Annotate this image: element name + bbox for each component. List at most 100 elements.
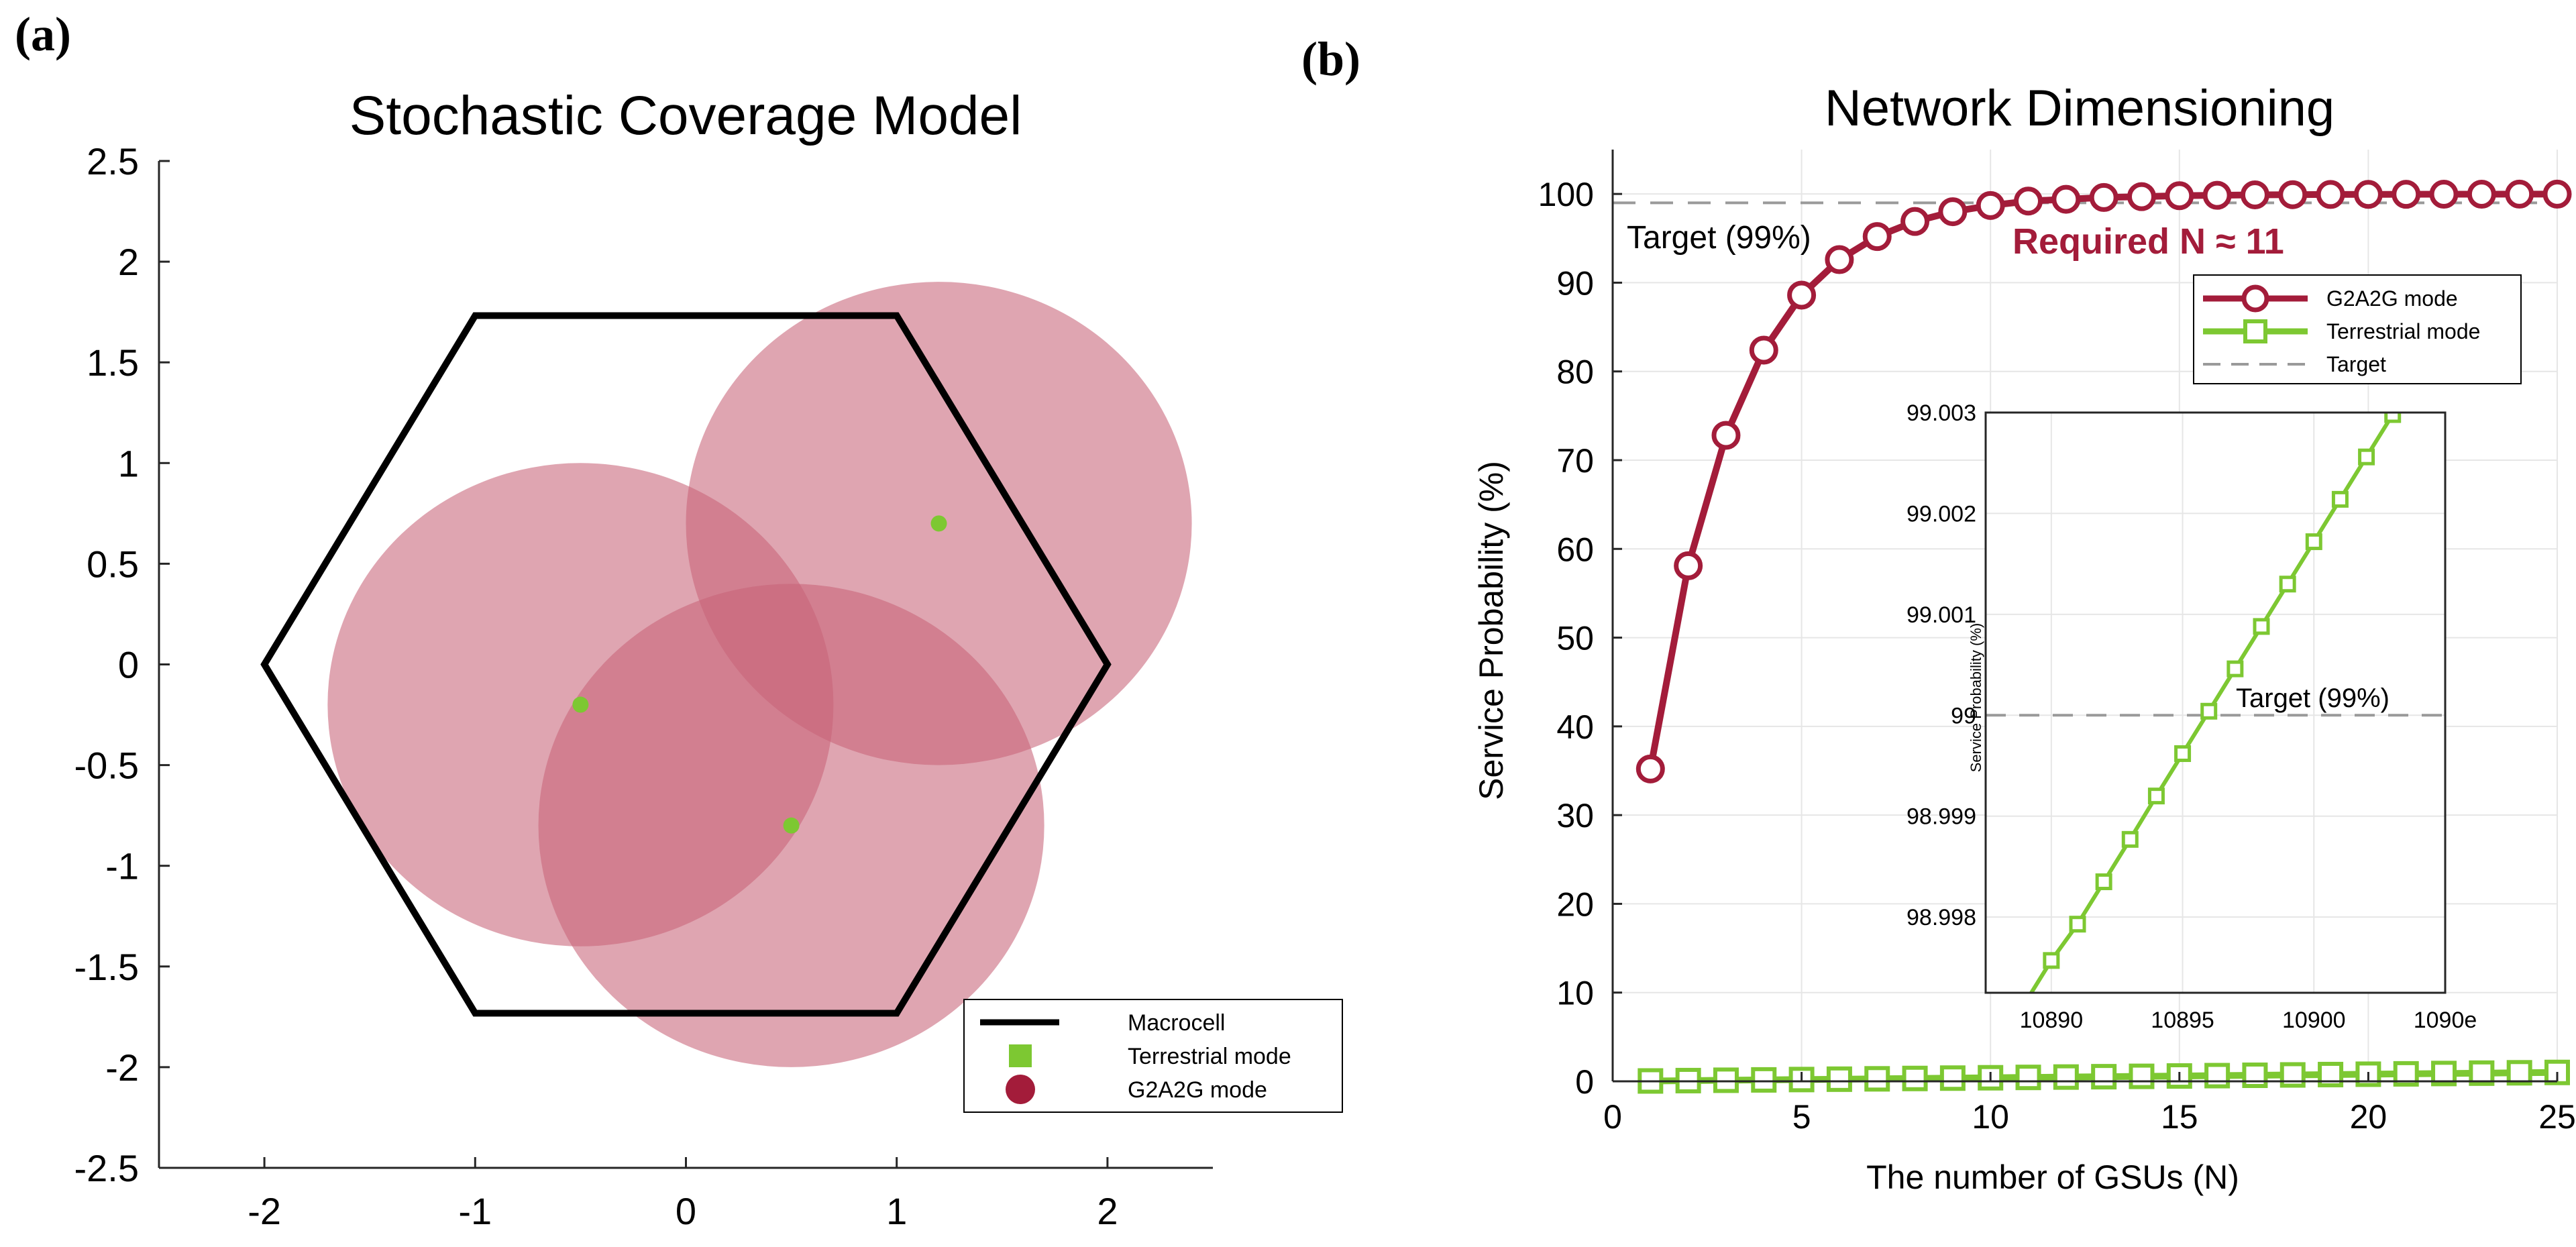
x-tick-label: 25 [2538, 1098, 2576, 1136]
y-tick-label: 50 [1556, 620, 1594, 657]
terrestrial-point [1826, 1066, 1852, 1092]
y-tick-label: -1 [105, 845, 139, 887]
terrestrial-point [2279, 1062, 2306, 1088]
g2a2g-point [1749, 335, 1778, 365]
panel-b-label: (b) [1301, 32, 1360, 86]
y-tick-label: 90 [1556, 264, 1594, 302]
y-tick-label: -1.5 [74, 946, 140, 988]
inset-point [2253, 618, 2270, 635]
terrestrial-point [572, 696, 589, 713]
legend-label: G2A2G mode [2326, 286, 2458, 311]
terrestrial-point [2053, 1064, 2079, 1090]
g2a2g-point [1900, 207, 1930, 236]
inset-point [2043, 952, 2060, 969]
inset-y-tick-label: 99.003 [1907, 400, 1976, 426]
y-tick-label: 2.5 [87, 140, 139, 182]
inset-x-tick-label: 10900 [2282, 1008, 2346, 1033]
y-tick-label: 0.5 [87, 543, 139, 585]
y-tick-label: 60 [1556, 531, 1594, 568]
chart-a-title: Stochastic Coverage Model [350, 85, 1022, 146]
inset-ylabel: Service Probability (%) [1968, 623, 1984, 773]
inset-x-tick-label: 1090е [2414, 1008, 2477, 1033]
x-tick-label: 15 [2161, 1098, 2198, 1136]
g2a2g-point [2316, 180, 2345, 209]
y-tick-label: -0.5 [74, 745, 140, 787]
target-label: Target (99%) [1627, 220, 1811, 256]
inset-y-tick-label: 99 [1951, 703, 1976, 728]
g2a2g-point [1635, 754, 1665, 783]
chart-b-series [1635, 179, 2572, 1094]
inset-point [2358, 448, 2375, 466]
inset-y-tick-label: 99.002 [1907, 501, 1976, 527]
terrestrial-point [1864, 1066, 1890, 1092]
g2a2g-point [1711, 421, 1741, 450]
g2a2g-point [2542, 179, 2572, 209]
inset-point [2226, 660, 2244, 677]
g2a2g-point [2392, 180, 2421, 209]
inset-point [2200, 702, 2218, 720]
inset-point [2095, 873, 2112, 891]
terrestrial-point [2015, 1065, 2041, 1091]
panel-a: (a) Stochastic Coverage Model 2.5 2 1.5 1 0.… [15, 7, 1343, 1232]
terrestrial-point [1713, 1067, 1739, 1093]
terrestrial-point [1751, 1067, 1777, 1093]
chart-b-title: Network Dimensioning [1825, 80, 2334, 137]
x-tick-label: 5 [1792, 1098, 1811, 1136]
g2a2g-point [2202, 180, 2232, 210]
x-tick-label: 20 [2350, 1098, 2387, 1136]
terrestrial-point [2393, 1061, 2419, 1087]
x-tick-label: 0 [676, 1190, 696, 1232]
terrestrial-point [783, 817, 800, 834]
inset-y-tick-label: 98.998 [1907, 905, 1976, 930]
panel-a-label: (a) [15, 7, 71, 61]
panel-b: (b) Network Dimensioning Target (99%) Ta… [1301, 32, 2576, 1196]
g2a2g-point [2014, 186, 2043, 216]
chart-a-axes: 2.5 2 1.5 1 0.5 0 -0.5 -1 -1.5 -2 -2.5 -2 -1 0 1 2 [74, 140, 1213, 1232]
g2a2g-point [1938, 197, 1968, 227]
legend-label: G2A2G mode [1128, 1077, 1267, 1103]
chart-a-plot-area [260, 282, 1192, 1067]
chart-b-target: Target (99%) [1613, 201, 2557, 256]
g2a2g-point [2240, 180, 2269, 209]
g2a2g-point [1862, 222, 1892, 252]
g2a2g-point [2127, 182, 2156, 211]
legend-swatch-g2a2g-marker [2241, 284, 2269, 313]
g2a2g-point [2278, 180, 2308, 209]
chart-a-legend: Macrocell Terrestrial mode G2A2G mode [963, 999, 1343, 1113]
inset-series-group [2029, 413, 2402, 993]
chart-b-ylabel: Service Probability (%) [1472, 461, 1510, 800]
legend-swatch-g2a2g [1006, 1075, 1035, 1104]
chart-b-axes: 0 10 20 30 40 50 60 70 80 90 100 0 5 10 15 20 25 [1538, 150, 2576, 1136]
g2a2g-point [1674, 551, 1703, 580]
inset-x-tick-label: 10895 [2151, 1008, 2214, 1033]
inset-frame [1984, 411, 2447, 994]
terrestrial-point [1902, 1065, 1928, 1091]
y-tick-label: 10 [1556, 975, 1594, 1012]
g2a2g-point [2505, 179, 2534, 209]
legend-label: Macrocell [1128, 1010, 1225, 1036]
inset-point [2174, 745, 2192, 762]
x-tick-label: 10 [1972, 1098, 2009, 1136]
terrestrial-point [930, 515, 947, 532]
y-tick-label: 100 [1538, 176, 1594, 213]
terrestrial-point [2469, 1060, 2495, 1086]
legend-swatch-terrestrial-marker [2243, 319, 2267, 343]
chart-b-inset: Target (99%) 98.998 98.999 99 99.001 99.002 99… [1907, 400, 2477, 1033]
inset-point [2147, 788, 2165, 805]
g2a2g-point [1976, 191, 2005, 220]
y-tick-label: 20 [1556, 885, 1594, 923]
y-tick-label: 2 [118, 241, 139, 283]
g2a2g-point [1787, 280, 1817, 310]
y-tick-label: 30 [1556, 797, 1594, 834]
g2a2g-point [2051, 184, 2081, 214]
inset-point [2279, 576, 2296, 593]
legend-label: Terrestrial mode [1128, 1044, 1291, 1069]
required-n-annotation: Required N ≈ 11 [2012, 221, 2284, 262]
g2a2g-point [2467, 180, 2496, 209]
inset-point [2305, 533, 2322, 551]
terrestrial-point [2129, 1063, 2155, 1089]
inset-point [2121, 830, 2139, 848]
chart-b-legend: G2A2G mode Terrestrial mode Target [2193, 274, 2522, 384]
terrestrial-point [2091, 1064, 2117, 1090]
